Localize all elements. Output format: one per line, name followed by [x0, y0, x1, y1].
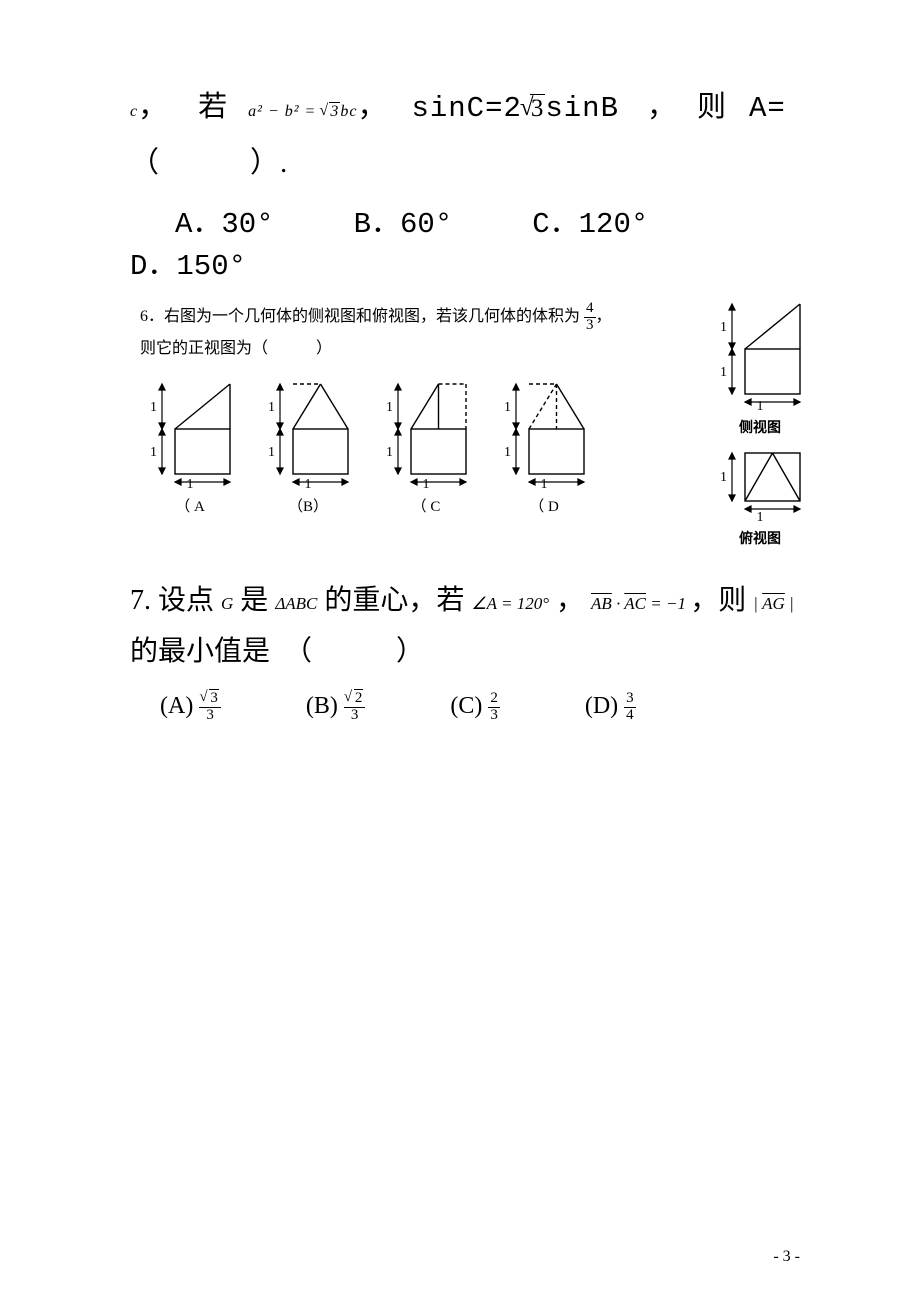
top-view: 1 1 俯视图: [710, 443, 810, 548]
svg-text:1: 1: [720, 320, 727, 335]
panel-A: 1 1 1 1 （ A: [140, 364, 240, 516]
q5-optA: A．30°: [175, 199, 274, 241]
q5-eq1: a² − b² = 3bc: [248, 97, 357, 127]
q5-c: c: [130, 97, 138, 127]
q7-optA: (A) 33: [160, 691, 221, 724]
svg-text:1: 1: [268, 400, 275, 415]
q7-norm: | AG |: [753, 594, 794, 613]
q7-optC: (C) 23: [450, 691, 500, 724]
svg-text:1: 1: [386, 445, 393, 460]
q6-text: 6．右图为一个几何体的侧视图和俯视图，若该几何体的体积为 4 3 ， 则它的正视…: [140, 301, 680, 364]
q7-options: (A) 33 (B) 23 (C) 23 (D) 34: [130, 691, 810, 724]
svg-text:1: 1: [720, 470, 727, 485]
svg-text:1: 1: [150, 445, 157, 460]
q5-ze: 则: [697, 80, 727, 135]
panel-D: 1 1 1 （ D: [494, 364, 594, 516]
panel-A-svg: 1 1 1: [140, 364, 240, 489]
q5-comma1: ，: [138, 80, 168, 135]
q5-Aeq: A=: [749, 81, 786, 136]
svg-text:1: 1: [268, 445, 275, 460]
panel-B-svg: 1 1: [258, 364, 358, 489]
panel-C-svg: 1 1: [376, 364, 476, 489]
q5-paren: （ ）.: [130, 136, 810, 191]
q5-optC: C．120°: [532, 199, 648, 241]
panel-D-svg: 1 1: [494, 364, 594, 489]
q7-optD: (D) 34: [585, 691, 636, 724]
q5-line1: c ， 若 a² − b² = 3bc ， sinC=23sinB ， 则 A=: [130, 80, 810, 136]
q5-options: A．30° B．60° C．120°: [130, 199, 810, 241]
q6-side-column: 1 1 1 1 侧视图: [710, 289, 810, 548]
panel-B: 1 1 1 （B）: [258, 364, 358, 516]
q5-optB: B．60°: [354, 199, 453, 241]
svg-text:1: 1: [150, 400, 157, 415]
q6-panels: 1 1 1 1 （ A: [140, 364, 680, 516]
q6-row: 6．右图为一个几何体的侧视图和俯视图，若该几何体的体积为 4 3 ， 则它的正视…: [130, 289, 810, 548]
side-view: 1 1 1 1 侧视图: [710, 289, 810, 437]
q7-dot: AB · AC = −1: [591, 594, 690, 613]
q7-text: 7. 设点 G 是 ΔABC 的重心，若 ∠A = 120° ， AB · AC…: [130, 576, 810, 677]
q5-optD: D．150°: [130, 241, 810, 283]
q7-optB: (B) 23: [306, 691, 366, 724]
q5-ruo: 若: [198, 80, 228, 135]
svg-text:1: 1: [504, 400, 511, 415]
q6-frac: 4 3: [584, 301, 596, 334]
svg-text:1: 1: [504, 445, 511, 460]
q5-comma2: ，: [357, 80, 387, 135]
svg-text:1: 1: [386, 400, 393, 415]
q5-eq2: sinC=23sinB: [411, 80, 619, 136]
q5-comma3: ，: [647, 80, 677, 135]
svg-text:1: 1: [720, 365, 727, 380]
panel-C: 1 1 1 （ C: [376, 364, 476, 516]
page-number: - 3 -: [773, 1248, 800, 1266]
